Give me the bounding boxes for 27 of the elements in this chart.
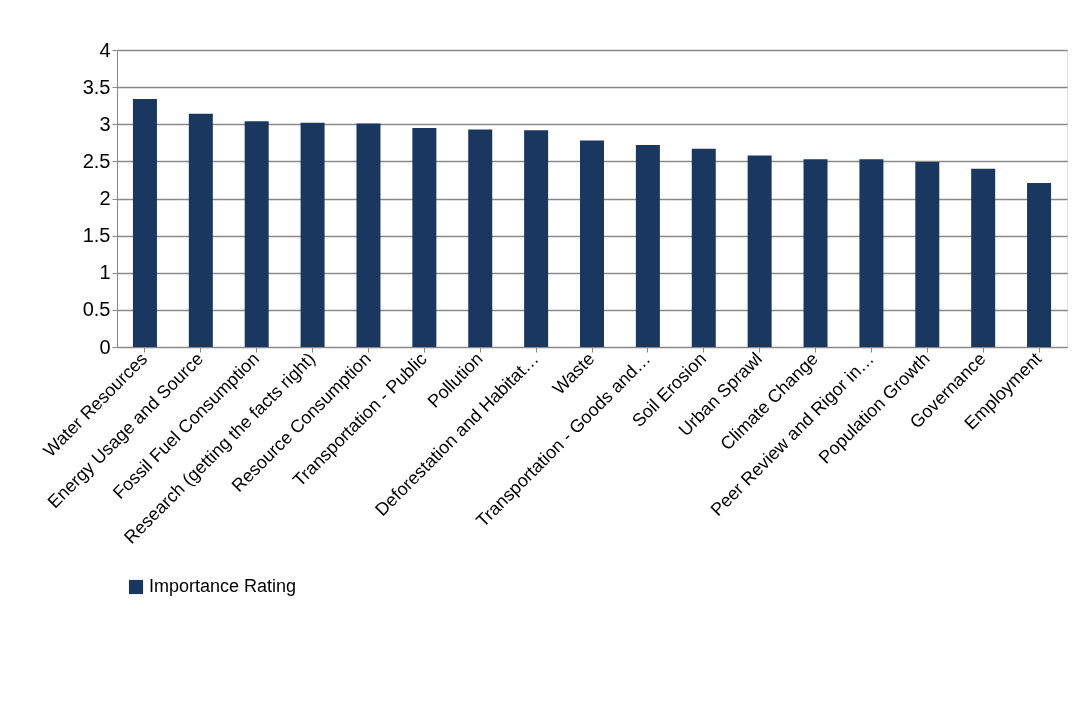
bar xyxy=(188,113,213,347)
y-tick-label: 0.5 xyxy=(82,298,111,321)
bar xyxy=(356,123,381,347)
bar xyxy=(859,159,884,347)
bar xyxy=(747,155,772,347)
y-tick-label: 4 xyxy=(99,38,111,61)
y-tick-label: 0 xyxy=(99,335,111,358)
bar xyxy=(971,168,996,347)
y-tick-label: 1.5 xyxy=(82,224,111,247)
bar xyxy=(412,127,437,347)
legend-label: Importance Rating xyxy=(149,576,297,596)
bar xyxy=(580,140,604,347)
bar xyxy=(300,122,325,347)
bar xyxy=(915,162,940,347)
bar xyxy=(803,159,828,347)
y-tick-label: 2 xyxy=(99,187,111,209)
y-tick-label: 1 xyxy=(99,261,111,284)
y-tick-label: 3.5 xyxy=(82,75,111,98)
bar xyxy=(524,130,549,347)
bar xyxy=(691,148,716,347)
bar xyxy=(635,145,660,347)
y-tick-label: 2.5 xyxy=(82,149,111,172)
bar xyxy=(1027,182,1052,347)
bar xyxy=(132,99,157,347)
y-tick-label: 3 xyxy=(99,112,111,135)
bar xyxy=(244,121,269,347)
bar xyxy=(468,129,493,347)
